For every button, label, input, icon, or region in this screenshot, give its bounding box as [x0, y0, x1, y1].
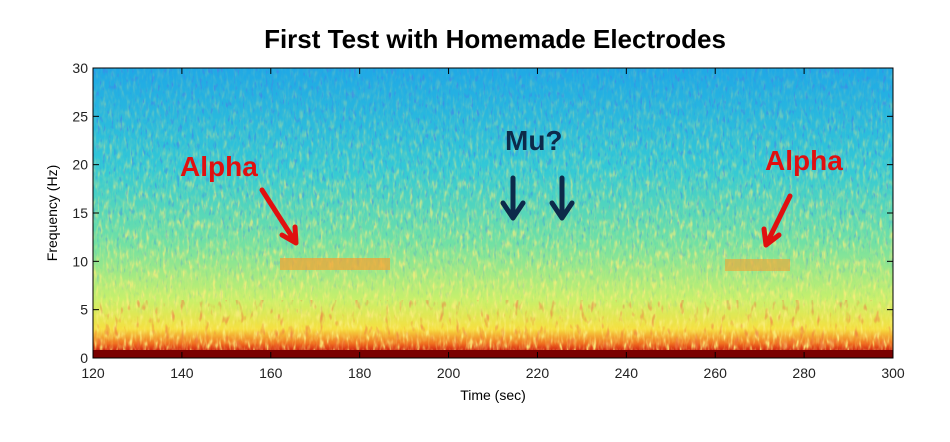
y-tick-label: 0 — [80, 350, 88, 366]
y-axis-label: Frequency (Hz) — [44, 165, 60, 261]
annotation: Alpha — [765, 145, 843, 176]
x-tick-label: 300 — [881, 365, 905, 381]
x-tick-label: 160 — [259, 365, 283, 381]
x-tick-label: 240 — [615, 365, 639, 381]
spectrogram-image — [93, 68, 893, 358]
annotation: Alpha — [180, 151, 258, 182]
x-axis-label: Time (sec) — [460, 387, 526, 403]
axes: 120 140 160 180 200 220 240 260 280 300 0 5 10 15 20 25… — [72, 60, 904, 381]
x-tick-label: 140 — [170, 365, 194, 381]
x-tick-label: 180 — [348, 365, 372, 381]
y-tick-label: 20 — [72, 157, 88, 173]
y-tick-label: 10 — [72, 253, 88, 269]
x-tick-label: 260 — [704, 365, 728, 381]
y-tick-label: 5 — [80, 302, 88, 318]
chart-title: First Test with Homemade Electrodes — [264, 24, 726, 54]
x-tick-label: 220 — [526, 365, 550, 381]
x-tick-label: 200 — [437, 365, 461, 381]
x-tick-label: 120 — [81, 365, 105, 381]
annotation: Mu? — [505, 125, 563, 156]
y-tick-label: 30 — [72, 60, 88, 76]
arrows — [259, 175, 793, 248]
x-tick-label: 280 — [792, 365, 816, 381]
y-tick-label: 15 — [72, 205, 88, 221]
y-tick-label: 25 — [72, 108, 88, 124]
